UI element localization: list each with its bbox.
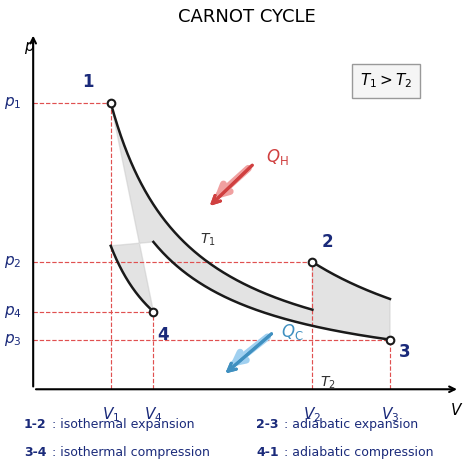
Text: $T_1$: $T_1$	[200, 231, 216, 248]
Text: 1-2: 1-2	[24, 418, 46, 431]
Text: : isothermal expansion: : isothermal expansion	[52, 418, 195, 431]
Text: 2: 2	[322, 233, 333, 250]
Text: $p_3$: $p_3$	[4, 332, 21, 348]
Text: $V_2$: $V_2$	[303, 405, 321, 424]
Polygon shape	[111, 103, 390, 340]
Text: $V_1$: $V_1$	[101, 405, 120, 424]
Text: 4: 4	[157, 325, 169, 344]
Text: 4-1: 4-1	[256, 446, 279, 459]
Text: V: V	[451, 403, 461, 418]
Text: $Q_{\rm C}$: $Q_{\rm C}$	[282, 322, 304, 342]
Text: $T_1 > T_2$: $T_1 > T_2$	[360, 71, 412, 90]
Text: $V_3$: $V_3$	[381, 405, 399, 424]
Text: 2-3: 2-3	[256, 418, 278, 431]
Text: $p_1$: $p_1$	[4, 95, 21, 111]
Text: 1: 1	[82, 73, 94, 91]
Text: : adiabatic expansion: : adiabatic expansion	[284, 418, 419, 431]
Text: 3: 3	[399, 343, 411, 361]
Text: $p_2$: $p_2$	[4, 254, 21, 270]
Text: p: p	[24, 39, 34, 54]
Text: : isothermal compression: : isothermal compression	[52, 446, 210, 459]
Text: $T_2$: $T_2$	[320, 375, 336, 391]
Title: CARNOT CYCLE: CARNOT CYCLE	[178, 8, 315, 26]
Text: $V_4$: $V_4$	[144, 405, 163, 424]
Text: $p_4$: $p_4$	[4, 303, 21, 319]
Text: 3-4: 3-4	[24, 446, 46, 459]
Text: : adiabatic compression: : adiabatic compression	[284, 446, 434, 459]
Text: $Q_{\rm H}$: $Q_{\rm H}$	[266, 147, 289, 167]
